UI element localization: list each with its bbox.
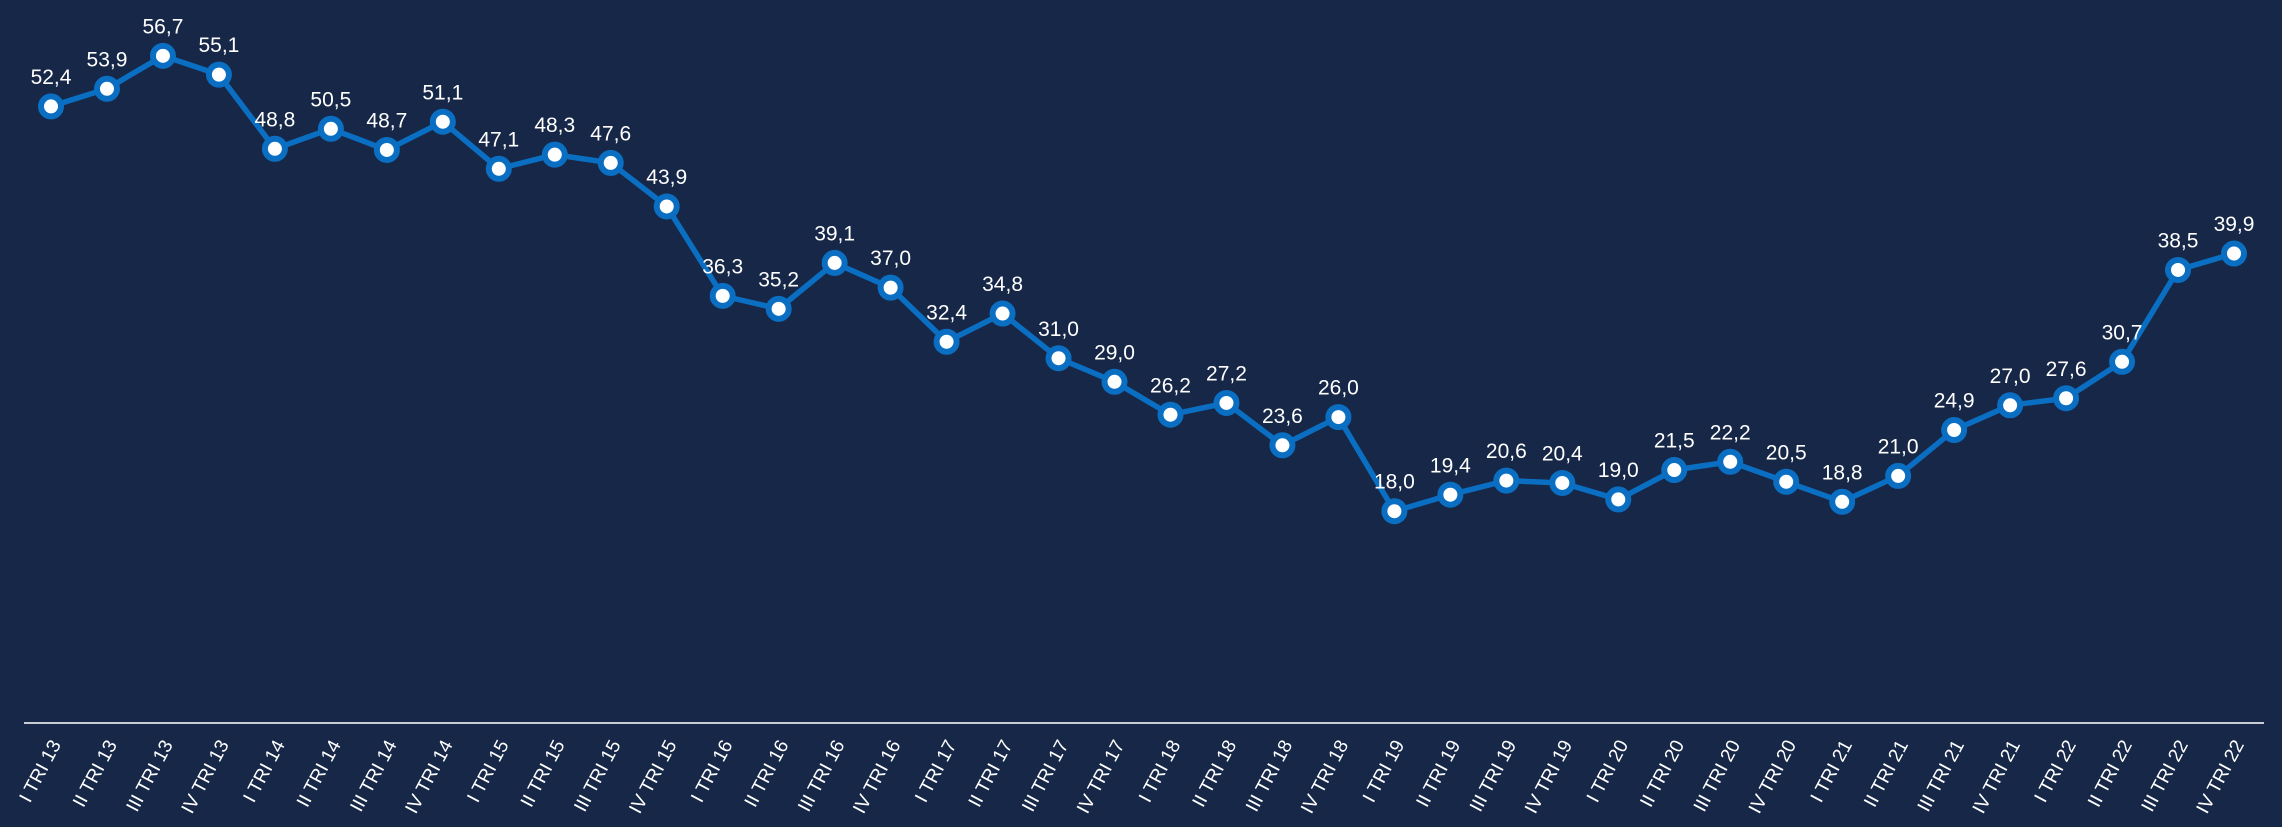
data-label: 26,0 [1318,377,1359,400]
data-label: 43,9 [646,166,687,189]
point [1661,457,1688,484]
data-label: 18,0 [1374,471,1415,494]
point [765,295,792,322]
data-label: 56,7 [143,15,184,38]
point [1437,481,1464,508]
point [1885,462,1912,489]
point [597,149,624,176]
point [317,115,344,142]
point [149,42,176,69]
point [653,193,680,220]
data-label: 20,6 [1486,440,1527,463]
point [205,61,232,88]
point [261,135,288,162]
data-label: 22,2 [1710,421,1751,444]
data-label: 47,1 [478,128,519,151]
point [933,328,960,355]
data-label: 32,4 [926,301,967,324]
data-label: 27,2 [1206,362,1247,385]
point [1717,448,1744,475]
data-label: 21,0 [1878,435,1919,458]
data-label: 26,2 [1150,374,1191,397]
point [989,300,1016,327]
point [1381,498,1408,525]
data-label: 27,0 [1990,365,2031,388]
data-label: 52,4 [31,66,72,89]
data-label: 47,6 [590,122,631,145]
point [1605,486,1632,513]
point [541,141,568,168]
point [877,274,904,301]
data-label: 19,4 [1430,454,1471,477]
data-label: 50,5 [310,88,351,111]
data-label: 53,9 [87,48,128,71]
data-label: 21,5 [1654,430,1695,453]
point [93,75,120,102]
data-label: 38,5 [2158,230,2199,253]
data-label: 51,1 [422,81,463,104]
point [1493,467,1520,494]
point [821,249,848,276]
point [709,282,736,309]
data-label: 23,6 [1262,405,1303,428]
point [2053,385,2080,412]
point [1213,389,1240,416]
point [1829,488,1856,515]
point [2109,348,2136,375]
point [1157,401,1184,428]
point [2165,256,2192,283]
point [1773,468,1800,495]
data-label: 24,9 [1934,390,1975,413]
line [50,53,2235,514]
point [1997,392,2024,419]
data-label: 20,5 [1766,441,1807,464]
data-label: 55,1 [198,34,239,57]
data-label: 39,1 [814,222,855,245]
data-label: 30,7 [2102,321,2143,344]
data-label: 18,8 [1822,461,1863,484]
data-label: 20,4 [1542,443,1583,466]
point [1101,368,1128,395]
point [1269,432,1296,459]
point [429,108,456,135]
data-label: 27,6 [2046,358,2087,381]
data-label: 31,0 [1038,318,1079,341]
data-label: 48,8 [254,108,295,131]
point [485,155,512,182]
point [2221,240,2247,267]
point [1045,345,1072,372]
data-label: 19,0 [1598,459,1639,482]
point [373,136,400,163]
point [1941,417,1968,444]
point [1325,404,1352,431]
data-label: 34,8 [982,273,1023,296]
point [38,93,64,120]
data-label: 29,0 [1094,341,1135,364]
data-label: 37,0 [870,247,911,270]
data-label: 35,2 [758,268,799,291]
point [1549,469,1576,496]
data-label: 39,9 [2214,213,2255,236]
data-label: 48,3 [534,114,575,137]
data-label: 48,7 [366,110,407,133]
data-label: 36,3 [702,255,743,278]
